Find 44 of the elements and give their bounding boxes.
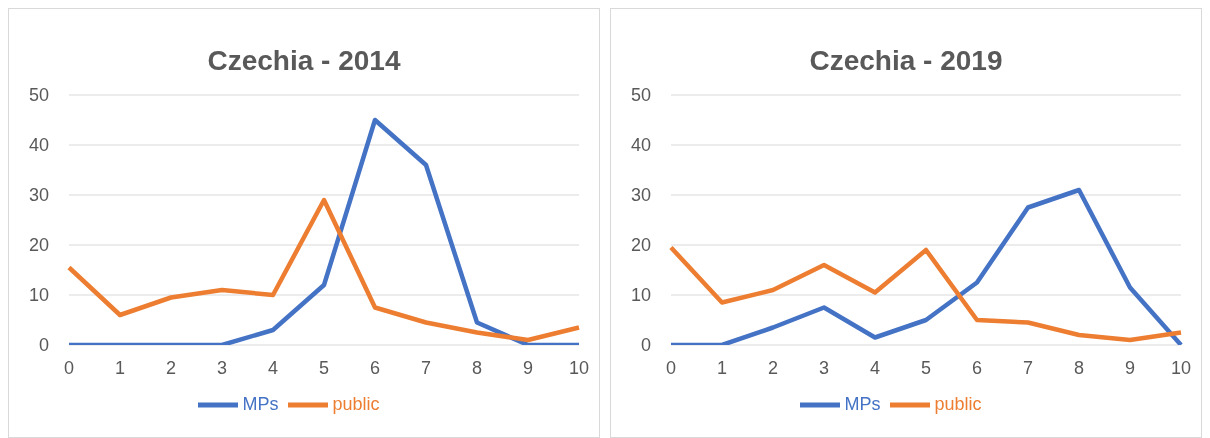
x-tick-label: 6 <box>369 357 381 378</box>
line-series <box>66 197 582 343</box>
x-tick-label: 3 <box>818 357 830 378</box>
y-tick-label: 40 <box>28 135 49 156</box>
line-series <box>668 187 1184 345</box>
x-tick-label: 9 <box>1124 357 1136 378</box>
y-tick-label: 50 <box>28 85 49 106</box>
x-tick-label: 9 <box>522 357 534 378</box>
x-tick-label: 1 <box>114 357 126 378</box>
y-tick-label: 20 <box>28 235 49 256</box>
chart-title: Czechia - 2019 <box>808 45 1004 78</box>
y-tick-label: 30 <box>630 185 651 206</box>
line-series <box>66 117 582 345</box>
chart-title: Czechia - 2014 <box>206 45 402 78</box>
legend-label: public <box>332 393 380 414</box>
x-tick-label: 1 <box>716 357 728 378</box>
x-tick-label: 4 <box>267 357 279 378</box>
x-tick-label: 6 <box>971 357 983 378</box>
y-tick-label: 10 <box>630 285 651 306</box>
x-tick-label: 3 <box>216 357 228 378</box>
x-tick-label: 2 <box>165 357 177 378</box>
x-tick-label: 7 <box>420 357 432 378</box>
y-tick-label: 30 <box>28 185 49 206</box>
legend-label: MPs <box>844 393 881 414</box>
x-tick-label: 7 <box>1022 357 1034 378</box>
x-tick-label: 8 <box>1073 357 1085 378</box>
legend-label: public <box>934 393 982 414</box>
y-tick-label: 0 <box>640 335 651 356</box>
y-tick-label: 0 <box>38 335 49 356</box>
line-series <box>668 245 1184 343</box>
y-tick-label: 10 <box>28 285 49 306</box>
x-tick-label: 10 <box>1170 357 1192 378</box>
legend-label: MPs <box>242 393 279 414</box>
y-tick-label: 20 <box>630 235 651 256</box>
x-tick-label: 2 <box>767 357 779 378</box>
x-tick-label: 0 <box>665 357 677 378</box>
x-tick-label: 5 <box>920 357 932 378</box>
x-tick-label: 0 <box>63 357 75 378</box>
y-tick-label: 40 <box>630 135 651 156</box>
y-tick-label: 50 <box>630 85 651 106</box>
x-tick-label: 4 <box>869 357 881 378</box>
x-tick-label: 10 <box>568 357 590 378</box>
x-tick-label: 8 <box>471 357 483 378</box>
x-tick-label: 5 <box>318 357 330 378</box>
